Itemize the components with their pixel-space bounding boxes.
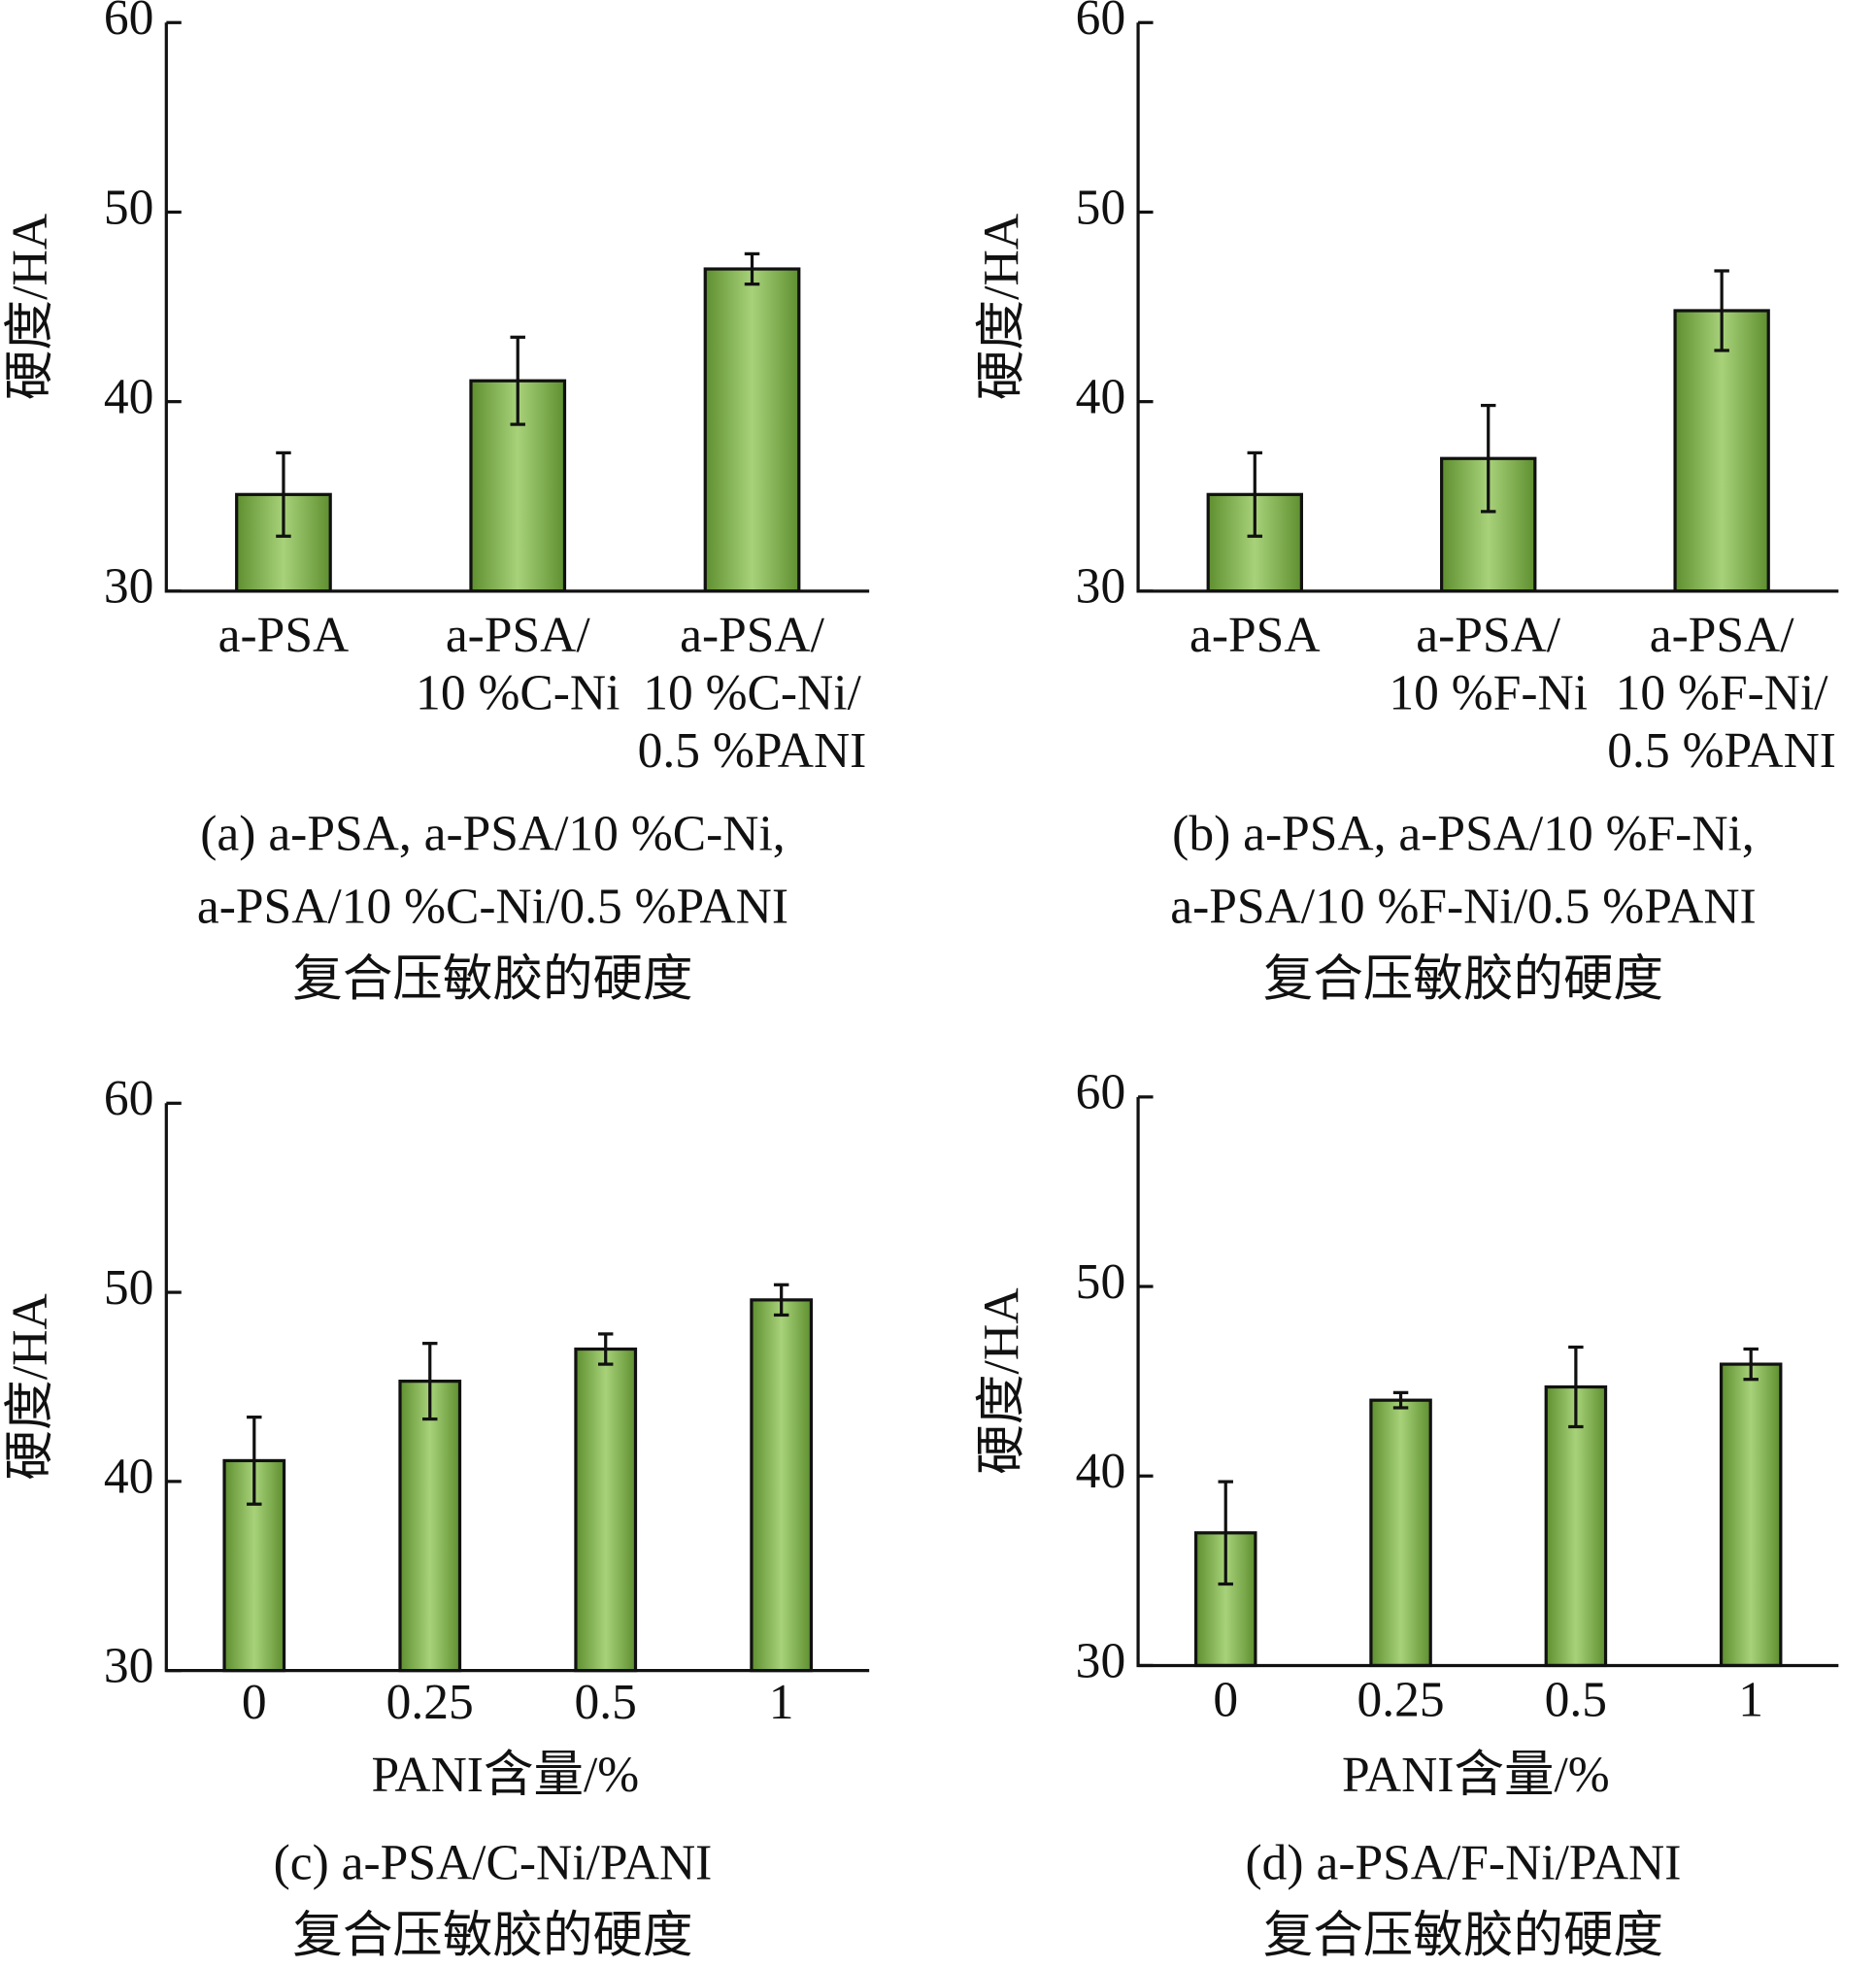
y-tick-label: 50 (104, 1260, 154, 1316)
y-tick-label: 30 (1076, 1633, 1126, 1688)
y-tick-label: 40 (1076, 369, 1126, 424)
x-tick-label: 0 (1213, 1672, 1238, 1727)
x-tick-label: 10 %F-Ni (1389, 666, 1588, 721)
bar (1673, 309, 1770, 593)
x-tick-label: 0.5 (1545, 1672, 1607, 1727)
error-bar (1480, 403, 1496, 514)
y-tick-label: 30 (1076, 559, 1126, 615)
y-tick-label: 60 (1076, 1065, 1126, 1120)
y-tick-label: 40 (1076, 1444, 1126, 1499)
error-bar (597, 1332, 614, 1366)
axes (1136, 1096, 1839, 1668)
bar (1369, 1398, 1432, 1668)
caption: a-PSA/10 %F-Ni/0.5 %PANI (1170, 879, 1756, 934)
x-tick-label: 1 (769, 1675, 794, 1730)
caption: (b) a-PSA, a-PSA/10 %F-Ni, (1172, 806, 1755, 861)
y-tick-label: 50 (1076, 1254, 1126, 1310)
x-tick-label: 0.25 (386, 1675, 474, 1730)
x-axis-label: PANI含量/% (1342, 1748, 1610, 1803)
error-bar (422, 1342, 438, 1421)
y-tick-label: 40 (104, 369, 154, 424)
error-bar (1714, 269, 1729, 352)
y-axis-label: 硬度/HA (3, 1293, 58, 1480)
y-tick-label: 50 (104, 180, 154, 235)
x-tick-label: 10 %F-Ni/ (1616, 666, 1829, 721)
y-tick-label: 60 (104, 1071, 154, 1126)
caption: 复合压敏胶的硬度 (292, 951, 692, 1007)
x-tick-label: a-PSA/ (1416, 608, 1560, 663)
x-axis-label: PANI含量/% (371, 1748, 639, 1803)
axes (164, 22, 870, 593)
error-bar (1247, 450, 1263, 538)
x-tick-label: a-PSA/ (1650, 608, 1794, 663)
axes (1136, 22, 1839, 593)
error-bar (1218, 1480, 1233, 1586)
x-tick-label: 0.5 %PANI (638, 723, 867, 779)
y-tick-label: 60 (104, 0, 154, 46)
axes (164, 1103, 870, 1673)
y-tick-label: 40 (104, 1450, 154, 1505)
bar (750, 1298, 814, 1673)
caption: 复合压敏胶的硬度 (1263, 1908, 1663, 1963)
caption: 复合压敏胶的硬度 (292, 1908, 692, 1963)
x-tick-label: 0.25 (1357, 1672, 1444, 1727)
error-bar (773, 1283, 789, 1318)
bar (703, 267, 801, 593)
bar (1544, 1384, 1608, 1668)
error-bar (744, 251, 760, 286)
y-tick-label: 50 (1076, 180, 1126, 235)
error-bar (247, 1416, 262, 1506)
error-bar (276, 450, 291, 538)
caption: (c) a-PSA/C-Ni/PANI (274, 1835, 713, 1890)
y-axis-label: 硬度/HA (975, 214, 1030, 400)
error-bar (1743, 1347, 1759, 1382)
x-tick-label: 10 %C-Ni (416, 666, 620, 721)
bar (1719, 1362, 1783, 1668)
x-tick-label: a-PSA/ (680, 608, 824, 663)
y-axis-label: 硬度/HA (975, 1287, 1030, 1474)
y-axis-label: 硬度/HA (3, 214, 58, 400)
caption: (a) a-PSA, a-PSA/10 %C-Ni, (200, 806, 785, 861)
bar (574, 1347, 638, 1673)
caption: (d) a-PSA/F-Ni/PANI (1246, 1835, 1682, 1890)
x-tick-label: 0 (242, 1675, 267, 1730)
x-tick-label: a-PSA (1189, 608, 1321, 663)
y-tick-label: 30 (104, 1638, 154, 1693)
caption: a-PSA/10 %C-Ni/0.5 %PANI (197, 879, 788, 934)
bar (398, 1380, 462, 1673)
x-tick-label: 1 (1738, 1672, 1763, 1727)
error-bar (510, 335, 525, 426)
x-tick-label: a-PSA/ (446, 608, 590, 663)
y-tick-label: 30 (104, 559, 154, 615)
x-tick-label: 0.5 (575, 1675, 637, 1730)
error-bar (1568, 1345, 1584, 1429)
caption: 复合压敏胶的硬度 (1263, 951, 1663, 1007)
y-tick-label: 60 (1076, 0, 1126, 46)
x-tick-label: 10 %C-Ni/ (643, 666, 861, 721)
x-tick-label: a-PSA (218, 608, 350, 663)
x-tick-label: 0.5 %PANI (1607, 723, 1836, 779)
error-bar (1392, 1390, 1409, 1410)
